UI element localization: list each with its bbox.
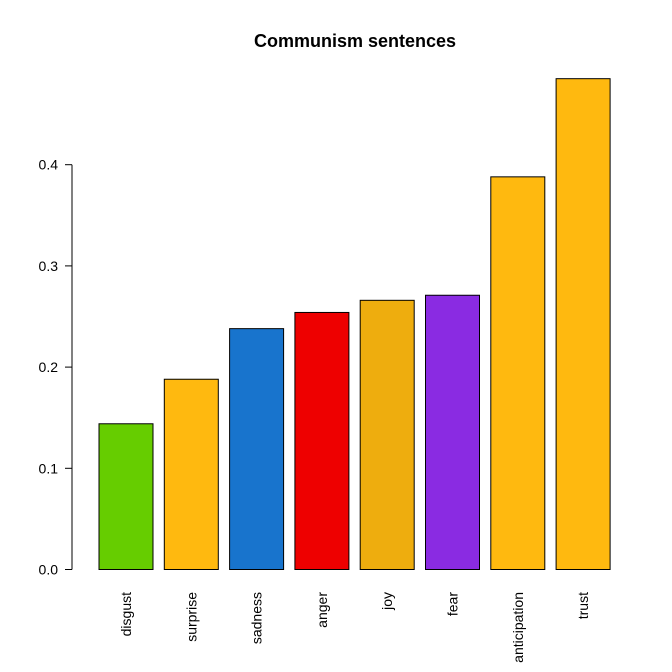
y-tick-label: 0.0 bbox=[39, 562, 59, 578]
y-tick-label: 0.4 bbox=[39, 157, 59, 173]
category-label-disgust: disgust bbox=[118, 592, 134, 636]
bar-sadness bbox=[229, 328, 285, 571]
y-tick-label: 0.1 bbox=[39, 460, 59, 476]
y-tick-label: 0.2 bbox=[39, 359, 59, 375]
category-label-trust: trust bbox=[575, 592, 591, 619]
y-axis: 0.0 0.1 0.2 0.3 0.4 bbox=[39, 157, 73, 578]
category-label-sadness: sadness bbox=[249, 592, 265, 644]
bar-anger bbox=[294, 311, 350, 570]
bar-joy bbox=[359, 299, 415, 570]
category-label-surprise: surprise bbox=[183, 592, 199, 642]
chart-title: Communism sentences bbox=[254, 31, 456, 51]
x-axis-labels: disgust surprise sadness anger joy fear antici… bbox=[118, 592, 591, 663]
category-label-anger: anger bbox=[314, 592, 330, 628]
bars bbox=[98, 78, 611, 571]
y-tick-label: 0.3 bbox=[39, 258, 59, 274]
category-label-joy: joy bbox=[379, 592, 395, 611]
bar-disgust bbox=[98, 423, 154, 570]
bar-anticipation bbox=[490, 176, 546, 570]
bar-surprise bbox=[163, 378, 219, 570]
category-label-anticipation: anticipation bbox=[510, 592, 526, 663]
bar-fear bbox=[425, 294, 480, 570]
bar-trust bbox=[555, 78, 611, 571]
category-label-fear: fear bbox=[445, 592, 461, 616]
